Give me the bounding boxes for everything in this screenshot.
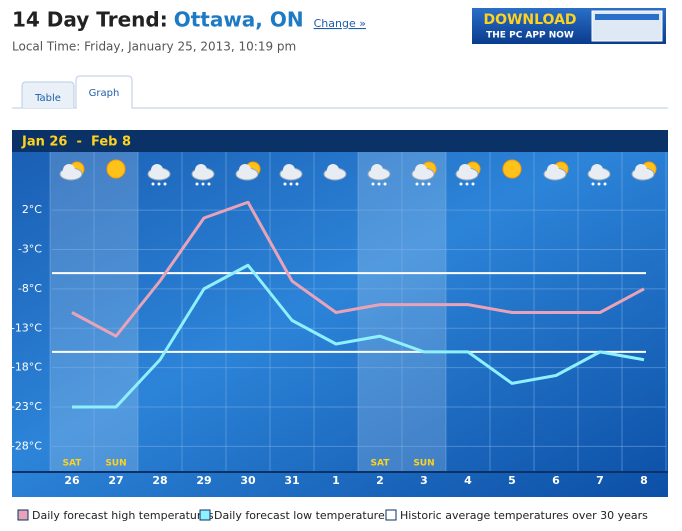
x-tick-label: 30 bbox=[240, 474, 256, 487]
icon-sun bbox=[106, 159, 126, 179]
icon-snow bbox=[163, 182, 167, 186]
y-tick-label: -28°C bbox=[11, 439, 42, 452]
icon-cloud bbox=[283, 164, 295, 176]
weekday-label: SUN bbox=[413, 459, 434, 469]
x-tick-label: 8 bbox=[640, 474, 648, 487]
icon-snow bbox=[459, 182, 463, 186]
icon-snow bbox=[157, 182, 161, 186]
y-tick-label: -13°C bbox=[11, 321, 42, 334]
tab-graph[interactable] bbox=[75, 75, 133, 108]
weekday-label: SAT bbox=[63, 459, 83, 469]
tab-gap bbox=[77, 107, 131, 110]
x-tick-label: 4 bbox=[464, 474, 472, 487]
icon-snow bbox=[151, 182, 155, 186]
local-time: Local Time: Friday, January 25, 2013, 10… bbox=[12, 40, 296, 54]
legend-swatch bbox=[17, 509, 29, 521]
icon-snow bbox=[597, 182, 601, 186]
icon-snow bbox=[591, 182, 595, 186]
icon-snow bbox=[195, 182, 199, 186]
weekend-shade bbox=[94, 152, 138, 472]
icon-cloud bbox=[371, 164, 383, 176]
icon-snow bbox=[377, 182, 381, 186]
icon-cloud bbox=[63, 164, 75, 176]
tab-table[interactable] bbox=[21, 81, 75, 108]
weekday-label: SAT bbox=[371, 459, 391, 469]
plot-bg bbox=[12, 152, 668, 497]
series-line bbox=[71, 200, 645, 338]
icon-cloud bbox=[547, 164, 559, 176]
x-tick-label: 28 bbox=[152, 474, 167, 487]
icon-snow bbox=[201, 182, 205, 186]
y-tick-label: -3°C bbox=[18, 243, 42, 256]
y-tick-label: -23°C bbox=[11, 400, 42, 413]
x-tick-label: 5 bbox=[508, 474, 516, 487]
page-title: 14 Day Trend: bbox=[12, 8, 168, 32]
banner-line1: DOWNLOAD bbox=[483, 12, 576, 28]
weekday-label: SUN bbox=[105, 459, 126, 469]
icon-cloud bbox=[415, 164, 427, 176]
icon-cloud bbox=[459, 164, 471, 176]
legend-swatch bbox=[385, 509, 397, 521]
x-tick-label: 1 bbox=[332, 474, 340, 487]
x-tick-label: 27 bbox=[108, 474, 123, 487]
change-link[interactable]: Change » bbox=[314, 17, 366, 30]
location: Ottawa, ON bbox=[174, 8, 304, 32]
weekend-shade bbox=[50, 152, 94, 472]
icon-snow bbox=[295, 182, 299, 186]
icon-sun bbox=[502, 159, 522, 179]
icon-snow bbox=[283, 182, 287, 186]
icon-snow bbox=[465, 182, 469, 186]
x-tick-label: 31 bbox=[284, 474, 299, 487]
y-tick-label: 2°C bbox=[22, 203, 42, 216]
icon-cloud bbox=[151, 164, 163, 176]
icon-snow bbox=[427, 182, 431, 186]
series-line bbox=[72, 263, 645, 409]
icon-snow bbox=[371, 182, 375, 186]
tab-label[interactable]: Graph bbox=[89, 88, 120, 99]
icon-snow bbox=[207, 182, 211, 186]
x-tick-label: 7 bbox=[596, 474, 604, 487]
icon-snow bbox=[383, 182, 387, 186]
icon-cloud bbox=[635, 164, 647, 176]
x-tick-label: 3 bbox=[420, 474, 428, 487]
y-tick-label: -8°C bbox=[18, 282, 42, 295]
legend-swatch bbox=[199, 509, 211, 521]
x-tick-label: 26 bbox=[64, 474, 80, 487]
icon-cloud bbox=[239, 164, 251, 176]
x-tick-label: 2 bbox=[376, 474, 384, 487]
icon-cloud bbox=[195, 164, 207, 176]
chart-title: Jan 26 - Feb 8 bbox=[21, 135, 131, 150]
legend-label: Historic average temperatures over 30 ye… bbox=[400, 509, 648, 522]
banner-thumb-bar bbox=[595, 14, 659, 20]
y-tick-label: -18°C bbox=[11, 361, 42, 374]
chart-header bbox=[12, 130, 668, 152]
icon-cloud bbox=[591, 164, 603, 176]
banner-line2: THE PC APP NOW bbox=[486, 31, 574, 41]
icon-snow bbox=[289, 182, 293, 186]
icon-snow bbox=[415, 182, 419, 186]
icon-snow bbox=[603, 182, 607, 186]
icon-snow bbox=[471, 182, 475, 186]
weekend-shade bbox=[402, 152, 446, 472]
x-tick-label: 29 bbox=[196, 474, 211, 487]
x-tick-label: 6 bbox=[552, 474, 560, 487]
legend-label: Daily forecast high temperatures bbox=[32, 509, 214, 522]
weekend-shade bbox=[358, 152, 402, 472]
legend-label: Daily forecast low temperatures bbox=[214, 509, 391, 522]
banner[interactable]: DOWNLOAD THE PC APP NOW bbox=[472, 8, 666, 44]
icon-snow bbox=[421, 182, 425, 186]
icon-cloud bbox=[327, 164, 339, 176]
tab-label[interactable]: Table bbox=[34, 93, 61, 104]
